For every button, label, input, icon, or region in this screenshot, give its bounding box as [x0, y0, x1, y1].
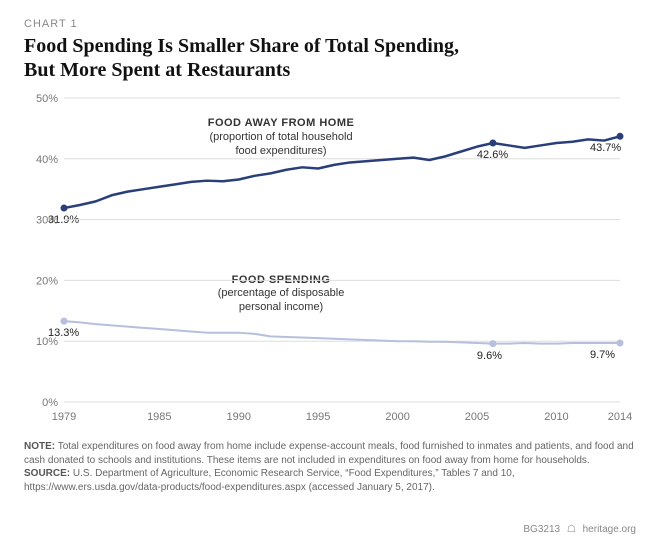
svg-text:1985: 1985 [147, 411, 171, 423]
footer-code: BG3213 [523, 524, 560, 535]
series-marker-away [489, 139, 496, 146]
source-label: SOURCE: [24, 468, 70, 479]
svg-text:2005: 2005 [465, 411, 489, 423]
series-line-away [64, 136, 620, 208]
svg-text:1995: 1995 [306, 411, 330, 423]
note-text: Total expenditures on food away from hom… [24, 441, 634, 466]
svg-text:30%: 30% [36, 215, 58, 227]
line-chart: 31.9%42.6%43.7%FOOD AWAY FROM HOME(propo… [24, 90, 636, 430]
svg-text:1990: 1990 [227, 411, 251, 423]
chart-notes: NOTE: Total expenditures on food away fr… [24, 440, 636, 494]
svg-text:20%: 20% [36, 275, 58, 287]
series-marker-spending [489, 340, 496, 347]
svg-text:2014: 2014 [608, 411, 632, 423]
svg-text:40%: 40% [36, 154, 58, 166]
series-marker-spending [617, 340, 624, 347]
svg-text:1979: 1979 [52, 411, 76, 423]
series-line-spending [64, 321, 620, 343]
series-marker-away [617, 133, 624, 140]
svg-text:50%: 50% [36, 93, 58, 105]
svg-text:10%: 10% [36, 336, 58, 348]
svg-text:0%: 0% [42, 397, 58, 409]
footer-site: heritage.org [583, 524, 636, 535]
series-marker-away [61, 205, 68, 212]
footer-icon: ☖ [567, 524, 576, 535]
chart-overline: CHART 1 [24, 18, 636, 30]
chart-footer: BG3213 ☖ heritage.org [523, 524, 636, 535]
source-text: U.S. Department of Agriculture, Economic… [24, 468, 515, 493]
series-marker-spending [61, 318, 68, 325]
note-label: NOTE: [24, 441, 55, 452]
svg-text:2010: 2010 [544, 411, 568, 423]
chart-title: Food Spending Is Smaller Share of Total … [24, 34, 636, 82]
svg-text:2000: 2000 [385, 411, 409, 423]
chart-svg: 0% 10% 20% 30% 40% 50% 1979 1985 1990 1995 2000 200… [24, 90, 636, 430]
